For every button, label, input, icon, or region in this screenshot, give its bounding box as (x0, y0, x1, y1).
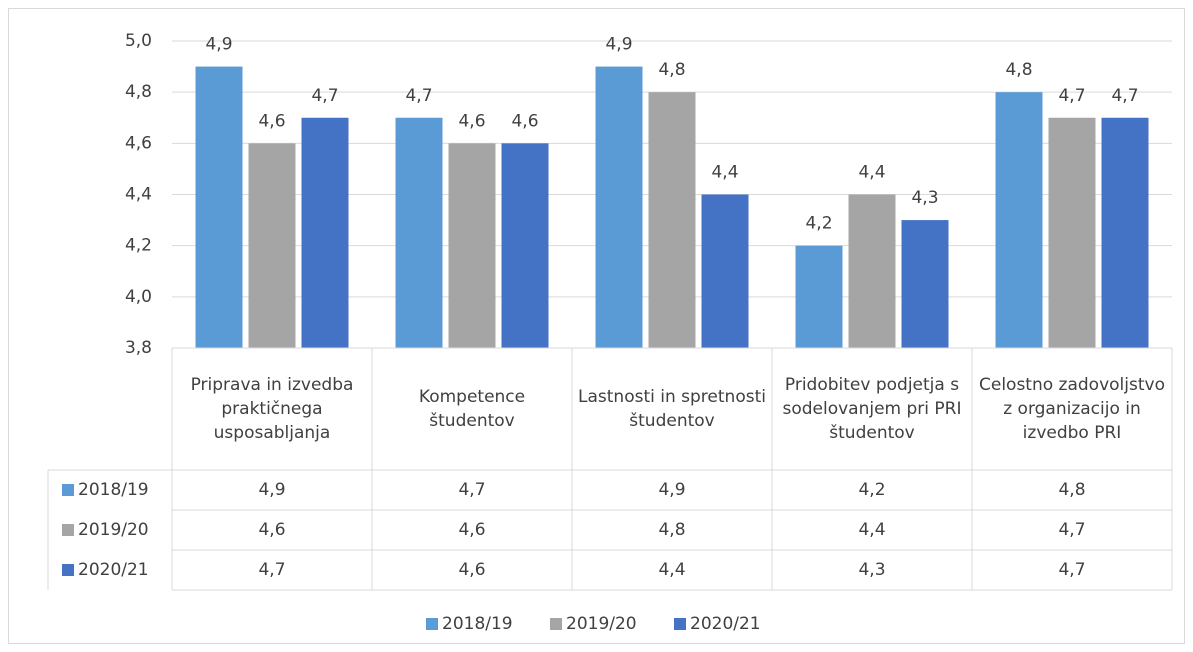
legend-label: 2020/21 (690, 614, 761, 634)
legend-swatch (62, 564, 74, 576)
table-value: 4,7 (1058, 520, 1085, 540)
bar (395, 117, 443, 348)
legend-swatch (62, 484, 74, 496)
y-tick-label: 4,4 (125, 185, 152, 205)
y-tick-label: 4,8 (125, 82, 152, 102)
legend-swatch (426, 618, 438, 630)
data-label: 4,9 (205, 35, 232, 55)
table-series-name: 2018/19 (78, 480, 149, 500)
bar (195, 66, 243, 348)
data-label: 4,7 (1058, 86, 1085, 106)
x-tick-label: Celostno zadovoljstvo z organizacijo in … (979, 375, 1165, 443)
data-label: 4,3 (911, 188, 938, 208)
y-tick-label: 3,8 (125, 338, 152, 358)
table-value: 4,7 (258, 560, 285, 580)
legend-swatch (550, 618, 562, 630)
x-tick-label: Pridobitev podjetja s sodelovanjem pri P… (782, 375, 962, 443)
data-label: 4,4 (711, 163, 738, 183)
table-value: 4,6 (458, 560, 485, 580)
bar (995, 92, 1043, 349)
bar (501, 143, 549, 348)
bar (701, 194, 749, 348)
bar (248, 143, 296, 348)
table-value: 4,2 (858, 480, 885, 500)
data-label: 4,7 (311, 86, 338, 106)
table-value: 4,4 (658, 560, 685, 580)
data-label: 4,6 (511, 111, 538, 131)
table-series-name: 2020/21 (78, 560, 149, 580)
y-tick-label: 4,0 (125, 287, 152, 307)
table-value: 4,9 (258, 480, 285, 500)
data-label: 4,4 (858, 163, 885, 183)
data-label: 4,6 (458, 111, 485, 131)
table-value: 4,7 (458, 480, 485, 500)
table-value: 4,3 (858, 560, 885, 580)
bar (448, 143, 496, 348)
y-tick-label: 4,2 (125, 236, 152, 256)
table-value: 4,7 (1058, 560, 1085, 580)
x-tick-label: Priprava in izvedba praktičnega usposabl… (190, 375, 354, 443)
table-value: 4,8 (1058, 480, 1085, 500)
data-label: 4,8 (658, 60, 685, 80)
bar (901, 220, 949, 348)
legend-label: 2019/20 (566, 614, 637, 634)
data-label: 4,7 (405, 86, 432, 106)
table-series-name: 2019/20 (78, 520, 149, 540)
bar (1101, 117, 1149, 348)
x-tick-label: Kompetence študentov (418, 387, 526, 431)
x-tick-label: Lastnosti in spretnosti študentov (578, 387, 766, 431)
bar (795, 245, 843, 348)
bar (595, 66, 643, 348)
data-label: 4,7 (1111, 86, 1138, 106)
table-value: 4,8 (658, 520, 685, 540)
legend-label: 2018/19 (442, 614, 513, 634)
bar (301, 117, 349, 348)
table-value: 4,4 (858, 520, 885, 540)
legend-swatch (674, 618, 686, 630)
data-label: 4,9 (605, 35, 632, 55)
data-label: 4,8 (1005, 60, 1032, 80)
bar (1048, 117, 1096, 348)
data-label: 4,2 (805, 214, 832, 234)
y-tick-label: 4,6 (125, 133, 152, 153)
bar (648, 92, 696, 349)
table-value: 4,6 (258, 520, 285, 540)
legend-swatch (62, 524, 74, 536)
bar (848, 194, 896, 348)
data-label: 4,6 (258, 111, 285, 131)
table-value: 4,9 (658, 480, 685, 500)
table-value: 4,6 (458, 520, 485, 540)
y-tick-label: 5,0 (125, 31, 152, 51)
